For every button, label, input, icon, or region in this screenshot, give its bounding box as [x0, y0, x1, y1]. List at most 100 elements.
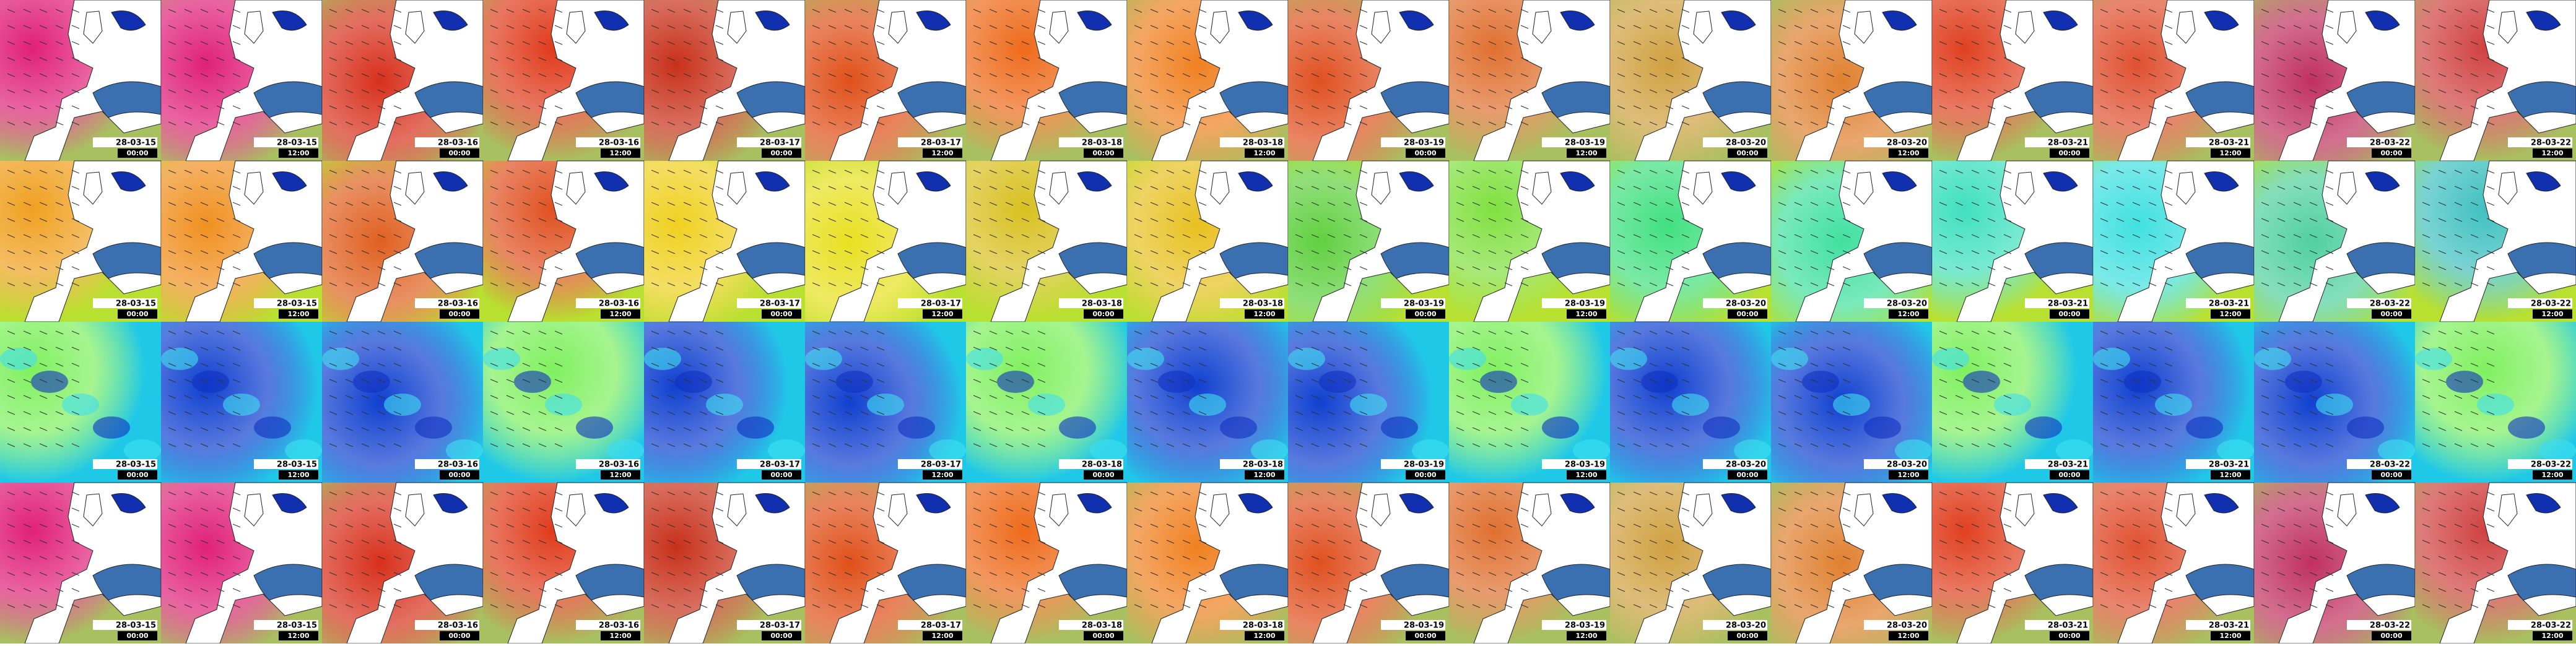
- wind-barb: [715, 25, 724, 29]
- wind-barb: [1778, 234, 1786, 238]
- wind-barb: [216, 330, 225, 335]
- wind-barb: [1343, 395, 1352, 399]
- wind-barb: [2116, 250, 2125, 254]
- wind-barb: [168, 121, 176, 126]
- wind-barb: [1359, 347, 1368, 351]
- wind-barb: [667, 604, 676, 608]
- wind-barb: [1617, 556, 1625, 560]
- time-label: 12:00: [1575, 310, 1597, 318]
- wind-barb: [876, 427, 885, 431]
- wind-barb: [2470, 395, 2479, 399]
- wind-barb: [2003, 266, 2012, 270]
- wind-barb: [522, 250, 531, 254]
- wind-barb: [1665, 330, 1674, 335]
- time-box: [1889, 309, 1928, 319]
- wind-barb: [506, 41, 515, 45]
- wind-barb: [1198, 572, 1207, 576]
- wind-barb: [71, 89, 80, 93]
- wind-barb: [989, 105, 998, 110]
- time-box: [1567, 470, 1606, 480]
- wind-barb: [844, 266, 853, 270]
- wind-barb: [973, 89, 981, 93]
- wind-barb: [1778, 572, 1786, 576]
- wind-barb: [2148, 427, 2157, 431]
- wind-barb: [538, 330, 547, 335]
- wind-barb: [1327, 105, 1336, 110]
- wind-barb: [2486, 121, 2495, 126]
- wind-barb: [2486, 363, 2495, 367]
- island: [1049, 11, 1069, 44]
- wind-barb: [1842, 523, 1851, 528]
- wind-barb: [1955, 121, 1964, 126]
- wind-barb: [2100, 25, 2108, 29]
- wind-barb: [1649, 57, 1658, 61]
- time-box: [440, 149, 479, 158]
- wind-barb: [1810, 330, 1819, 335]
- date-box: [1542, 459, 1606, 469]
- wind-barb: [1327, 218, 1336, 222]
- time-box: [440, 470, 479, 480]
- date-box: [1703, 298, 1767, 308]
- wind-barb: [200, 202, 209, 206]
- time-box: [1084, 470, 1123, 480]
- wind-barb: [1134, 443, 1142, 447]
- wind-barb: [1295, 347, 1303, 351]
- wind-barb: [1472, 25, 1481, 29]
- wind-barb: [1198, 41, 1207, 45]
- wind-barb: [1037, 25, 1046, 29]
- wind-barb: [667, 105, 676, 110]
- wind-barb: [1842, 170, 1851, 174]
- wind-barb: [377, 604, 386, 608]
- island: [1210, 11, 1230, 44]
- wind-barb: [699, 218, 708, 222]
- sea: [1238, 11, 1273, 31]
- wind-barb: [55, 411, 64, 415]
- wind-barb: [1166, 572, 1175, 576]
- time-box: [1406, 470, 1445, 480]
- wind-barb: [2454, 523, 2463, 528]
- wind-barb: [329, 234, 337, 238]
- date-label: 28-03-20: [1887, 460, 1927, 470]
- wind-barb: [506, 588, 515, 592]
- wind-barb: [1520, 347, 1529, 351]
- wind-barb: [1150, 523, 1159, 528]
- wind-barb: [683, 282, 692, 286]
- wind-barb: [1826, 491, 1835, 496]
- wind-barb: [232, 411, 241, 415]
- wind-swirl: [1480, 371, 1517, 393]
- wind-barb: [844, 604, 853, 608]
- date-box: [737, 137, 801, 147]
- wind-barb: [828, 250, 837, 254]
- wind-barb: [876, 443, 885, 447]
- wind-barb: [2293, 411, 2302, 415]
- wind-barb: [2148, 411, 2157, 415]
- wind-barb: [1343, 588, 1352, 592]
- wind-barb: [860, 121, 869, 126]
- wind-barb: [2454, 234, 2463, 238]
- wind-swirl: [1090, 439, 1127, 462]
- wind-barb: [2003, 507, 2012, 512]
- wind-swirl: [1703, 416, 1740, 439]
- wind-barb: [1005, 186, 1014, 190]
- wind-barb: [2132, 282, 2141, 286]
- wind-barb: [860, 379, 869, 383]
- wind-barb: [1327, 234, 1336, 238]
- wind-barb: [2164, 186, 2173, 190]
- time-box: [2533, 470, 2572, 480]
- wind-barb: [1166, 427, 1175, 431]
- wind-barb: [1295, 186, 1303, 190]
- date-box: [1864, 137, 1928, 147]
- time-label: 00:00: [1092, 471, 1114, 479]
- wind-barb: [1794, 427, 1803, 431]
- wind-barb: [860, 234, 869, 238]
- wind-barb: [2486, 282, 2495, 286]
- wind-barb: [2454, 250, 2463, 254]
- wind-barb: [71, 41, 80, 45]
- wind-barb: [345, 507, 354, 512]
- wind-barb: [683, 105, 692, 110]
- wind-barb: [2309, 202, 2318, 206]
- wind-barb: [2422, 604, 2430, 608]
- wind-barb: [2100, 41, 2108, 45]
